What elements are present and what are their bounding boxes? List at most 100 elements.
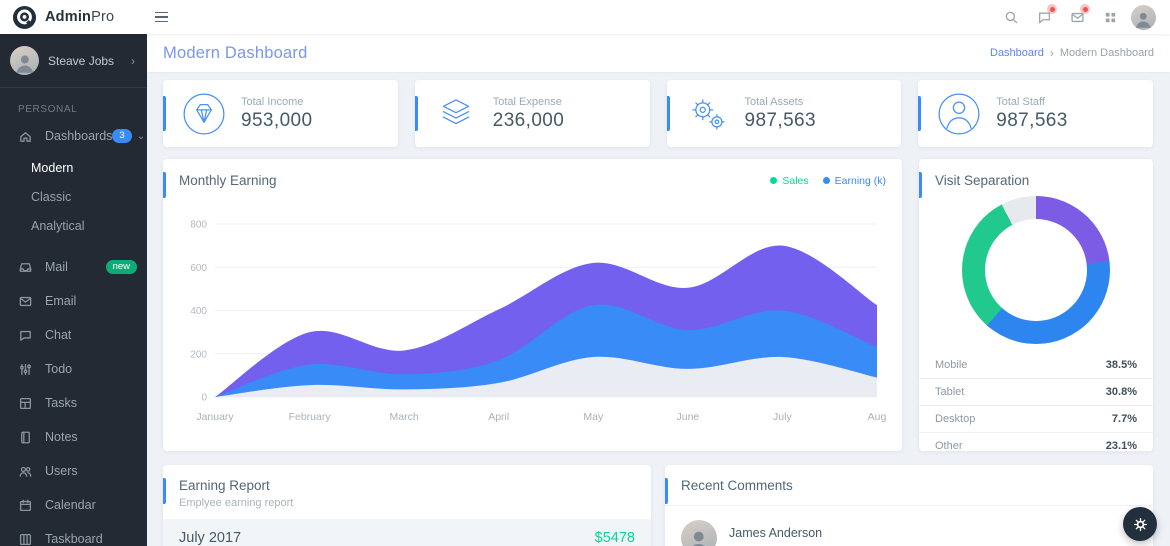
visit-donut-wrap xyxy=(919,188,1153,344)
brand-logo[interactable]: AdminPro xyxy=(0,5,147,30)
staff-person-icon xyxy=(938,93,980,134)
apps-grid-button[interactable] xyxy=(1098,5,1122,29)
sidebar-item-modern[interactable]: Modern xyxy=(0,153,147,182)
card-accent-bar xyxy=(163,172,166,198)
sidebar-item-label: Todo xyxy=(45,362,73,376)
assets-gears-icon xyxy=(691,98,725,130)
svg-text:January: January xyxy=(196,411,234,423)
card-accent-bar xyxy=(666,96,670,131)
card-accent-bar xyxy=(665,478,668,504)
legend-item-earning-k-[interactable]: Earning (k) xyxy=(822,175,886,187)
svg-text:200: 200 xyxy=(190,349,207,360)
stat-card-total-assets: Total Assets 987,563 xyxy=(666,80,902,147)
earning-report-row: July 2017 $5478 xyxy=(163,519,651,546)
visit-value: 7.7% xyxy=(1111,413,1137,425)
visit-donut-chart xyxy=(962,196,1110,344)
visit-row-desktop: Desktop 7.7% xyxy=(919,405,1153,432)
gear-icon xyxy=(1133,517,1147,531)
stat-value: 953,000 xyxy=(241,109,313,131)
search-button[interactable] xyxy=(999,5,1023,29)
profile-avatar-button[interactable] xyxy=(1131,4,1156,30)
sidebar-item-calendar[interactable]: Calendar xyxy=(0,488,147,522)
settings-fab-button[interactable] xyxy=(1123,507,1157,541)
sidebar-item-label: Chat xyxy=(45,328,72,342)
earning-report-header: Earning Report Emplyee earning report xyxy=(163,465,651,519)
svg-text:800: 800 xyxy=(190,220,207,231)
svg-text:0: 0 xyxy=(201,393,207,404)
visit-separation-title: Visit Separation xyxy=(935,173,1030,188)
svg-text:April: April xyxy=(488,411,509,423)
earning-report-subtitle: Emplyee earning report xyxy=(179,497,294,509)
users-icon xyxy=(19,466,32,477)
sidebar-user[interactable]: Steave Jobs › xyxy=(0,34,147,87)
sidebar-item-classic[interactable]: Classic xyxy=(0,182,147,211)
brand-name: AdminPro xyxy=(45,9,115,25)
visit-label: Desktop xyxy=(935,413,976,425)
svg-text:600: 600 xyxy=(190,263,207,274)
chevron-down-icon: ⌄ xyxy=(136,130,146,142)
messages-icon xyxy=(1038,12,1050,23)
stat-card-total-expense: Total Expense 236,000 xyxy=(414,80,650,147)
sidebar-item-mail[interactable]: Mail new xyxy=(0,250,147,284)
sidebar-item-dashboards[interactable]: Dashboards 3 ⌄ xyxy=(0,119,147,153)
sidebar-section-label: PERSONAL xyxy=(18,104,78,115)
notes-icon xyxy=(21,431,30,443)
main-content: Modern Dashboard Dashboard › Modern Dash… xyxy=(147,34,1170,546)
stat-card-total-staff: Total Staff 987,563 xyxy=(918,80,1153,147)
user-avatar xyxy=(10,46,39,75)
monthly-earning-chart: 0 200 400 600 800 January February March April Ma… xyxy=(190,220,887,424)
topbar: AdminPro xyxy=(0,0,1170,34)
sidebar-item-users[interactable]: Users xyxy=(0,454,147,488)
stats-row: Total Income 953,000 Total Expense 236,000 T… xyxy=(163,80,1153,147)
notification-pulse-badge xyxy=(1080,4,1090,14)
mail-notification-button[interactable] xyxy=(1065,4,1090,29)
adminpro-logo-icon xyxy=(12,5,37,29)
sidebar-item-tasks[interactable]: Tasks xyxy=(0,386,147,420)
mail-notification-icon xyxy=(1070,12,1084,22)
breadcrumb: Dashboard › Modern Dashboard xyxy=(990,46,1154,60)
sidebar-item-notes[interactable]: Notes xyxy=(0,420,147,454)
income-gem-icon xyxy=(183,93,225,134)
sidebar-item-label: Modern xyxy=(31,160,74,175)
user-name: Steave Jobs xyxy=(48,53,115,68)
sidebar-item-email[interactable]: Email xyxy=(0,284,147,318)
svg-text:Aug: Aug xyxy=(868,411,887,423)
sidebar-item-todo[interactable]: Todo xyxy=(0,352,147,386)
earning-report-rows: July 2017 $5478 xyxy=(163,519,651,546)
monthly-earning-title: Monthly Earning xyxy=(179,173,277,188)
legend-item-sales[interactable]: Sales xyxy=(770,174,809,187)
visit-separation-card: Visit Separation Mobile 38.5% Tablet 30.8% D… xyxy=(919,159,1153,451)
sidebar-item-label: Email xyxy=(45,294,77,308)
visit-value: 23.1% xyxy=(1105,440,1137,451)
comments-list: James Anderson xyxy=(665,506,1153,546)
sidebar-item-label: Analytical xyxy=(31,218,85,233)
report-period: July 2017 xyxy=(179,530,242,546)
page-title: Modern Dashboard xyxy=(163,43,308,62)
visit-separation-header: Visit Separation xyxy=(919,159,1153,188)
sidebar-item-taskboard[interactable]: Taskboard xyxy=(0,522,147,546)
visit-value: 30.8% xyxy=(1105,386,1137,398)
visit-legend: Mobile 38.5% Tablet 30.8% Desktop 7.7% Other 23… xyxy=(919,352,1153,451)
calendar-icon xyxy=(19,499,32,511)
earning-report-title: Earning Report xyxy=(179,478,270,493)
sidebar-item-label: Calendar xyxy=(45,498,96,512)
menu-toggle-button[interactable] xyxy=(155,7,179,27)
recent-comments-title: Recent Comments xyxy=(681,478,793,493)
commenter-name: James Anderson xyxy=(729,526,823,540)
donut-hole xyxy=(985,219,1087,321)
charts-row: Monthly Earning Sales Earning (k) 0 200 400… xyxy=(163,159,1153,451)
sidebar-item-label: Notes xyxy=(45,430,78,444)
svg-text:July: July xyxy=(773,411,792,423)
sidebar-item-label: Tasks xyxy=(45,396,77,410)
report-amount: $5478 xyxy=(594,530,635,546)
stat-label: Total Assets xyxy=(744,95,804,108)
sidebar-item-analytical[interactable]: Analytical xyxy=(0,211,147,240)
sidebar-item-chat[interactable]: Chat xyxy=(0,318,147,352)
todo-sliders-icon xyxy=(20,363,31,375)
visit-label: Other xyxy=(935,440,963,451)
legend-label: Sales xyxy=(782,174,809,187)
messages-button[interactable] xyxy=(1032,4,1057,29)
breadcrumb-link[interactable]: Dashboard xyxy=(990,47,1044,59)
visit-value: 38.5% xyxy=(1105,359,1137,371)
page-header: Modern Dashboard Dashboard › Modern Dash… xyxy=(147,34,1170,72)
